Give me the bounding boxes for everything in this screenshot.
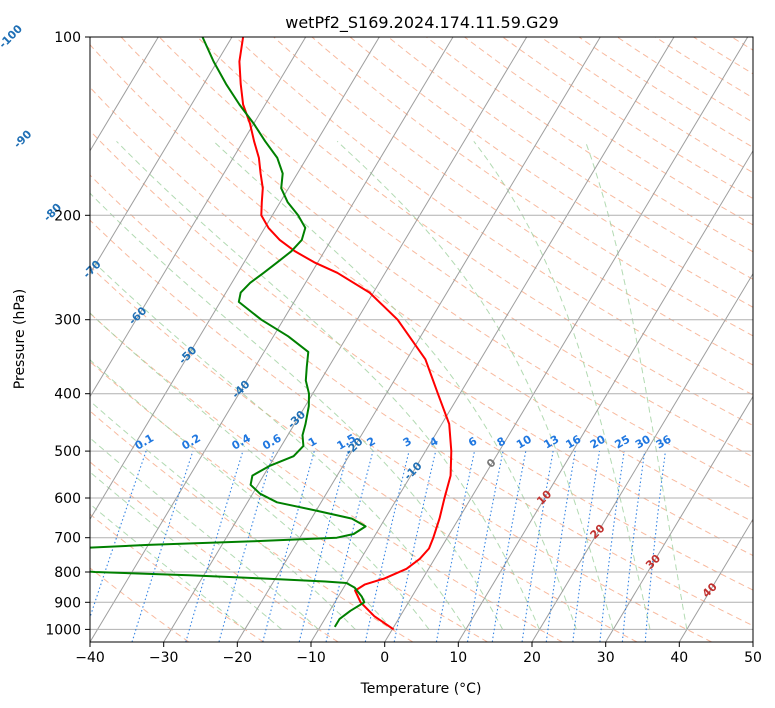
dry-adiabat xyxy=(311,37,753,337)
isotherm xyxy=(678,518,753,642)
axes: −40 −30 −20 −10 0 10 20 30 40 50 1000 900 800 700 600 5… xyxy=(45,30,762,666)
mixing-ratio-line xyxy=(521,451,554,642)
mixing-ratio-line xyxy=(621,451,646,642)
y-tick-label: 700 xyxy=(54,531,81,547)
dry-adiabat xyxy=(120,37,753,490)
mixing-ratio-line xyxy=(262,450,315,642)
dry-adiabat xyxy=(90,360,488,642)
x-tick-label: −40 xyxy=(75,650,105,666)
isotherm xyxy=(90,37,454,642)
isotherm xyxy=(90,37,233,275)
temperature-profile xyxy=(238,37,453,631)
dry-adiabat xyxy=(158,37,753,458)
mixing-ratio-line xyxy=(644,451,666,642)
moist-adiabat xyxy=(584,141,688,630)
x-tick-label: 10 xyxy=(449,650,467,666)
moist-adiabat xyxy=(473,140,651,630)
x-tick-label: 30 xyxy=(597,650,615,666)
x-tick-label: −30 xyxy=(149,650,179,666)
x-tick-label: 20 xyxy=(523,650,541,666)
mixing-ratio-line xyxy=(545,451,576,642)
chart-title: wetPf2_S169.2024.174.11.59.G29 xyxy=(285,13,559,33)
moist-adiabat xyxy=(90,503,246,630)
mixing-ratio-line xyxy=(572,451,601,642)
x-axis-label: Temperature (°C) xyxy=(360,681,482,697)
dry-adiabat xyxy=(90,513,264,642)
y-tick-label: 1000 xyxy=(45,622,81,638)
dry-adiabat xyxy=(90,567,190,642)
mixing-ratio-line xyxy=(325,450,374,642)
background-grid xyxy=(90,37,753,642)
dry-adiabat xyxy=(197,37,753,427)
y-tick-label: 500 xyxy=(54,444,81,460)
isotherm xyxy=(605,395,753,642)
mixing-ratio-line xyxy=(599,451,625,642)
moist-adiabat xyxy=(116,140,540,630)
mixing-ratio-line xyxy=(131,450,194,642)
moist-adiabat xyxy=(90,437,319,630)
dry-adiabat xyxy=(90,312,563,642)
moist-adiabat xyxy=(90,471,283,630)
mixing-ratio-line xyxy=(185,450,244,642)
y-tick-label: 400 xyxy=(54,387,81,403)
y-tick-label: 600 xyxy=(54,491,81,507)
mixing-ratio-line xyxy=(298,450,349,642)
isotherm xyxy=(236,37,601,642)
isotherm xyxy=(90,37,307,398)
mixing-ratio-line xyxy=(393,450,437,642)
isotherm xyxy=(310,37,675,642)
x-tick-label: 0 xyxy=(380,650,389,666)
x-tick-label: −20 xyxy=(223,650,253,666)
x-tick-label: 40 xyxy=(670,650,688,666)
y-tick-label: 800 xyxy=(54,565,81,581)
y-tick-label: 200 xyxy=(54,208,81,224)
dewpoint-profile xyxy=(90,37,367,628)
moist-adiabat xyxy=(336,140,614,630)
isotherm xyxy=(163,37,528,642)
dry-adiabat xyxy=(90,174,753,627)
moist-adiabat xyxy=(90,192,504,630)
mixing-ratio-line xyxy=(364,450,410,642)
isotherm xyxy=(90,37,380,521)
plot-frame xyxy=(89,36,754,643)
isotherm xyxy=(457,149,753,642)
x-tick-label: 50 xyxy=(744,650,762,666)
profiles xyxy=(90,37,453,631)
y-tick-label: 900 xyxy=(54,595,81,611)
moist-adiabat xyxy=(90,312,430,630)
moist-adiabat xyxy=(90,257,467,630)
x-tick-label: −10 xyxy=(296,650,326,666)
isotherm xyxy=(90,37,159,152)
isotherm xyxy=(531,272,753,642)
y-tick-label: 100 xyxy=(54,30,81,46)
dry-adiabat xyxy=(90,265,638,642)
y-tick-label: 300 xyxy=(54,313,81,329)
dry-adiabat xyxy=(90,219,712,642)
y-axis-label: Pressure (hPa) xyxy=(12,289,28,389)
isotherm xyxy=(384,37,749,642)
dry-adiabat xyxy=(349,37,753,308)
